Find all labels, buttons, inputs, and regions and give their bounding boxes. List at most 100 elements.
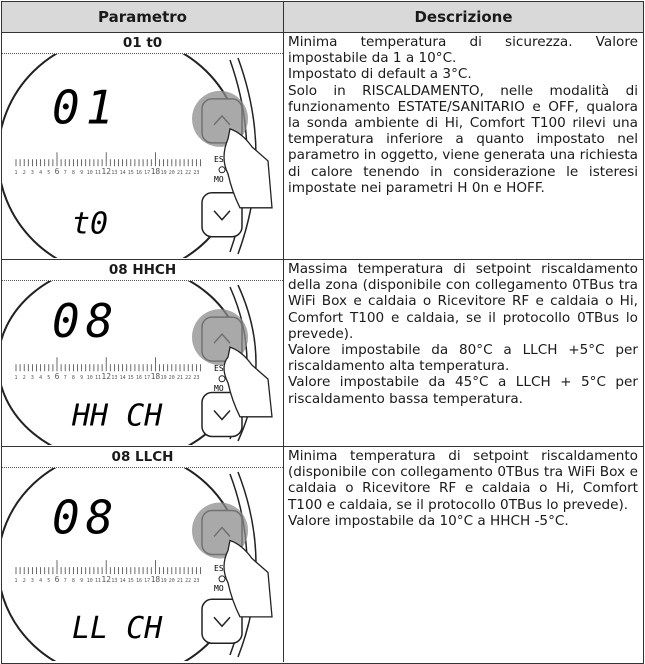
thermostat-illustration: 081 2 3 4 5 6 7 8 9 10 11 12 13 14 15 16 17 18 19 20 21 22 23L… bbox=[2, 468, 273, 661]
scale-label: 4 bbox=[39, 375, 42, 381]
description-paragraph: Impostato di default a 3°C. bbox=[288, 66, 472, 83]
scale-label: 18 bbox=[151, 167, 161, 176]
scale-label: 9 bbox=[80, 170, 83, 176]
scale-label: 9 bbox=[80, 375, 83, 381]
scale-label: 7 bbox=[64, 578, 67, 584]
scale-label: 3 bbox=[31, 375, 34, 381]
parameter-cell: 08 HHCH 08 1 2 3 4 5 6 7 8 9 10 11 12 13 14 15 16 17 18 19 20… bbox=[2, 260, 284, 446]
scale-label: 17 bbox=[144, 578, 150, 584]
scale-label: 15 bbox=[128, 170, 134, 176]
table-row: 01 t0 01 1 2 3 4 5 6 7 8 9 10 11 12 13 14 15 16 17 18 19 20 21… bbox=[2, 33, 643, 260]
description-paragraph: Minima temperatura di sicurezza. Valore … bbox=[288, 34, 638, 67]
scale-label: 16 bbox=[136, 170, 142, 176]
scale-label: 20 bbox=[169, 578, 175, 584]
scale-label: 17 bbox=[144, 375, 150, 381]
scale-label: 15 bbox=[128, 375, 134, 381]
scale-label: 10 bbox=[87, 170, 93, 176]
down-button bbox=[201, 598, 243, 644]
scale-label: 12 bbox=[101, 167, 111, 176]
down-arrow bbox=[213, 616, 231, 628]
scale-label: 13 bbox=[111, 375, 117, 381]
scale-label: 7 bbox=[64, 170, 67, 176]
parameter-name: 08 LLCH bbox=[2, 447, 283, 468]
scale-label: 11 bbox=[95, 578, 101, 584]
down-arrow bbox=[213, 410, 231, 421]
scale-label: 23 bbox=[193, 170, 199, 176]
scale-label: 5 bbox=[47, 578, 50, 584]
scale-label: 4 bbox=[39, 170, 42, 176]
header-cell: Parametro bbox=[2, 2, 284, 33]
scale-label: 21 bbox=[177, 578, 183, 584]
description-cell: Minima temperatura di sicurezza. Valore … bbox=[288, 34, 638, 196]
scale-label: 10 bbox=[87, 578, 93, 584]
description-paragraph: Valore impostabile da 45°C a LLCH + 5°C … bbox=[288, 374, 638, 407]
table-row: 08 LLCH 08 1 2 3 4 5 6 7 8 9 10 11 12 13 14 15 16 17 18 19 20… bbox=[2, 447, 643, 662]
scale-label: 18 bbox=[151, 575, 161, 584]
thermostat-illustration: 011 2 3 4 5 6 7 8 9 10 11 12 13 14 15 16 17 18 19 20 21 22 23t… bbox=[2, 54, 273, 258]
mode-label: MO bbox=[214, 384, 224, 393]
esc-label: ESC bbox=[214, 364, 229, 373]
parameter-cell: 08 LLCH 08 1 2 3 4 5 6 7 8 9 10 11 12 13 14 15 16 17 18 19 20… bbox=[2, 447, 284, 662]
scale-label: 20 bbox=[169, 375, 175, 381]
description-cell: Massima temperatura di setpoint riscalda… bbox=[288, 261, 638, 407]
description-paragraph: Valore impostabile da 80°C a LLCH +5°C p… bbox=[288, 342, 638, 375]
parameter-name: 01 t0 bbox=[2, 33, 283, 54]
mode-button bbox=[218, 575, 226, 583]
scale-label: 12 bbox=[101, 372, 111, 381]
scale-label: 17 bbox=[144, 170, 150, 176]
scale-label: 15 bbox=[128, 578, 134, 584]
scale-label: 18 bbox=[151, 372, 161, 381]
scale-label: 22 bbox=[185, 375, 191, 381]
scale-label: 3 bbox=[31, 578, 34, 584]
mode-button bbox=[218, 375, 226, 383]
hand bbox=[223, 539, 273, 618]
scale-label: 5 bbox=[47, 375, 50, 381]
scale-label: 2 bbox=[23, 578, 26, 584]
scale-label: 10 bbox=[87, 375, 93, 381]
scale-label: 1 bbox=[14, 170, 17, 176]
scale-label: 3 bbox=[31, 170, 34, 176]
display-text: t0 bbox=[72, 207, 108, 242]
esc-label: ESC bbox=[214, 564, 229, 573]
table-row: 08 HHCH 08 1 2 3 4 5 6 7 8 9 10 11 12 13 14 15 16 17 18 19 20… bbox=[2, 260, 643, 447]
scale-label: 1 bbox=[14, 578, 17, 584]
description-paragraph: Solo in RISCALDAMENTO, nelle modalità di… bbox=[288, 82, 638, 196]
scale-label: 22 bbox=[185, 170, 191, 176]
display-digits: 08 bbox=[52, 294, 119, 348]
mode-label: MO bbox=[214, 175, 224, 184]
scale-label: 6 bbox=[55, 575, 60, 584]
display-digits: 01 bbox=[52, 80, 119, 134]
scale-label: 11 bbox=[95, 170, 101, 176]
scale-label: 19 bbox=[161, 578, 167, 584]
display-digits: 08 bbox=[52, 491, 119, 545]
scale-label: 5 bbox=[47, 170, 50, 176]
header-cell: Descrizione bbox=[284, 2, 643, 33]
scale-label: 8 bbox=[72, 375, 75, 381]
scale-label: 21 bbox=[177, 375, 183, 381]
scale-label: 8 bbox=[72, 170, 75, 176]
scale-label: 19 bbox=[161, 375, 167, 381]
scale-label: 22 bbox=[185, 578, 191, 584]
parameter-cell: 01 t0 01 1 2 3 4 5 6 7 8 9 10 11 12 13 14 15 16 17 18 19 20 21… bbox=[2, 33, 284, 259]
scale-label: 2 bbox=[23, 170, 26, 176]
down-arrow bbox=[213, 210, 231, 221]
scale-label: 23 bbox=[193, 375, 199, 381]
scale-label: 20 bbox=[169, 170, 175, 176]
scale-label: 13 bbox=[111, 578, 117, 584]
hand bbox=[223, 346, 273, 418]
scale-label: 14 bbox=[120, 578, 126, 584]
scale-label: 2 bbox=[23, 375, 26, 381]
scale-label: 14 bbox=[120, 170, 126, 176]
scale-label: 14 bbox=[120, 375, 126, 381]
scale-label: 6 bbox=[55, 167, 60, 176]
thermostat-illustration: 081 2 3 4 5 6 7 8 9 10 11 12 13 14 15 16 17 18 19 20 21 22 23H… bbox=[2, 281, 273, 445]
esc-label: ESC bbox=[214, 155, 229, 164]
scale-label: 21 bbox=[177, 170, 183, 176]
scale-label: 6 bbox=[55, 372, 60, 381]
scale-label: 23 bbox=[193, 578, 199, 584]
scale-label: 11 bbox=[95, 375, 101, 381]
scale-label: 9 bbox=[80, 578, 83, 584]
display-text: LL CH bbox=[72, 611, 163, 646]
mode-label: MO bbox=[214, 584, 224, 593]
